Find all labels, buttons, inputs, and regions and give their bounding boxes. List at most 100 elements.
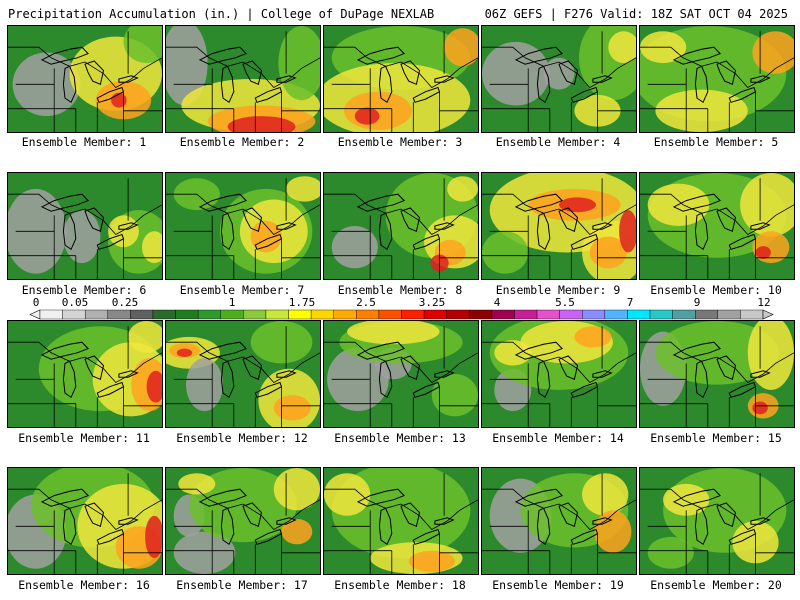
ensemble-member-label: Ensemble Member: 16: [18, 578, 150, 592]
legend-tick-label: 1: [228, 296, 236, 309]
border-line: [324, 341, 478, 384]
lake-outline: [276, 75, 297, 83]
legend-swatch: [62, 309, 86, 320]
lake-outline: [62, 212, 77, 251]
lake-outline: [412, 233, 441, 250]
legend-tick-label: 12: [757, 296, 771, 309]
lake-outline: [514, 488, 563, 507]
precip-area-red: [559, 197, 596, 213]
lake-outline: [716, 502, 737, 527]
precip-area-orange: [589, 236, 627, 269]
precip-area-yellow: [286, 176, 320, 202]
precip-area-gray: [482, 41, 550, 106]
precip-map: [482, 26, 636, 132]
lake-outline: [434, 370, 455, 378]
lake-outline: [62, 65, 77, 104]
legend-overflow-arrow: [762, 309, 774, 320]
lake-outline: [728, 86, 757, 103]
lake-outline: [558, 60, 579, 85]
lake-outline: [276, 517, 297, 525]
lake-outline: [378, 65, 393, 104]
legend-tick-label: 4: [493, 296, 501, 309]
lake-outline: [356, 341, 405, 360]
precip-map: [482, 173, 636, 279]
border-line: [324, 488, 478, 531]
legend-swatch: [423, 309, 447, 320]
ensemble-member-label: Ensemble Member: 20: [650, 578, 782, 592]
lake-outline: [592, 370, 613, 378]
precip-area-yellow: [663, 483, 710, 516]
lake-outline: [118, 517, 139, 525]
legend-swatch: [514, 309, 538, 320]
legend-swatch: [446, 309, 470, 320]
lake-outline: [254, 528, 283, 545]
lake-outline: [694, 360, 709, 399]
lake-outline: [84, 60, 105, 85]
precip-area-gray: [331, 226, 378, 269]
legend-swatch: [717, 309, 741, 320]
precip-map: [166, 468, 320, 574]
lake-outline: [40, 488, 89, 507]
precip-area-orange: [752, 231, 790, 264]
precip-area-yellow: [447, 176, 478, 202]
lake-outline: [40, 46, 89, 65]
precip-area-yellow: [740, 173, 794, 237]
lake-outline: [558, 355, 579, 380]
lake-outline: [254, 86, 283, 103]
border-line: [166, 341, 320, 384]
precip-area-orange: [752, 31, 794, 74]
precip-map: [640, 26, 794, 132]
lake-outline: [536, 507, 551, 546]
precip-map: [324, 26, 478, 132]
legend-swatch: [604, 309, 628, 320]
legend-swatch: [175, 309, 199, 320]
lake-outline: [672, 193, 721, 212]
border-line: [8, 341, 162, 384]
legend-swatch: [356, 309, 380, 320]
lake-outline: [592, 517, 613, 525]
lake-outline: [220, 212, 235, 251]
ensemble-member-label: Ensemble Member: 11: [18, 431, 150, 445]
legend-swatch: [627, 309, 651, 320]
lake-outline: [198, 488, 247, 507]
legend-swatch: [265, 309, 289, 320]
lake-outline: [400, 355, 421, 380]
legend-swatch: [333, 309, 357, 320]
precip-area-yellow: [494, 340, 532, 366]
precip-map: [640, 468, 794, 574]
precip-area-red: [354, 107, 380, 125]
lake-outline: [118, 222, 139, 230]
ensemble-member-label: Ensemble Member: 10: [650, 283, 782, 297]
legend-tick-label: 0: [32, 296, 40, 309]
lake-outline: [356, 488, 405, 507]
ensemble-member-label: Ensemble Member: 5: [653, 135, 779, 149]
lake-outline: [198, 341, 247, 360]
ensemble-panel: [165, 25, 321, 133]
ensemble-panel: [481, 172, 637, 280]
lake-outline: [356, 193, 405, 212]
lake-outline: [378, 507, 393, 546]
precip-area-orange: [281, 518, 313, 545]
precip-area-orange: [273, 395, 311, 421]
border-line: [166, 488, 320, 531]
legend-underflow-arrow: [29, 309, 41, 320]
lake-outline: [220, 65, 235, 104]
precip-area-gray: [63, 210, 101, 264]
lake-outline: [220, 360, 235, 399]
border-line: [640, 46, 794, 89]
lake-outline: [62, 360, 77, 399]
lake-outline: [514, 341, 563, 360]
border-line: [166, 193, 320, 236]
legend-swatch: [469, 309, 493, 320]
ensemble-member-label: Ensemble Member: 7: [179, 283, 305, 297]
lake-outline: [728, 381, 757, 398]
precip-area-yellow: [655, 89, 748, 132]
precip-map: [482, 321, 636, 427]
lake-outline: [672, 488, 721, 507]
border-line: [8, 193, 162, 236]
ensemble-panel: [7, 467, 163, 575]
header-valid-time: 06Z GEFS | F276 Valid: 18Z SAT OCT 04 20…: [484, 7, 788, 21]
lake-outline: [672, 46, 721, 65]
legend-swatch: [559, 309, 583, 320]
lake-outline: [514, 46, 563, 65]
